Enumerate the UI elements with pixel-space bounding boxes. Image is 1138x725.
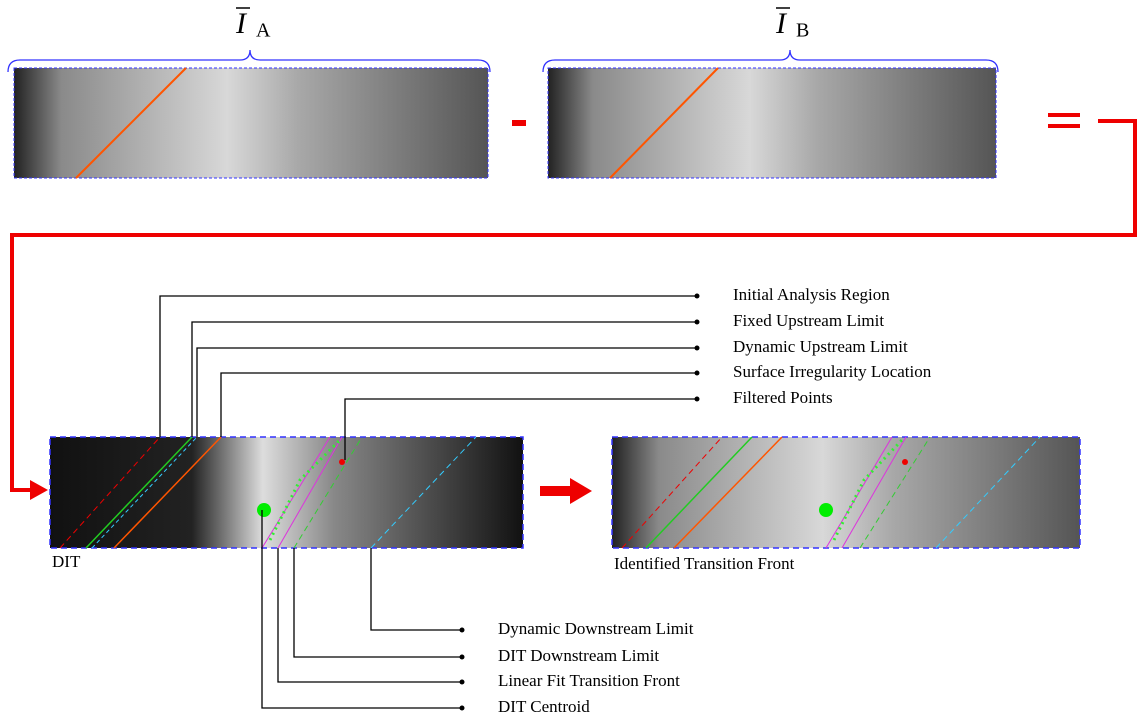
arrow (540, 478, 592, 504)
arrow (30, 480, 48, 500)
leader-dot (694, 319, 700, 325)
annotation: Initial Analysis Region (733, 285, 890, 304)
minus (512, 120, 526, 126)
dit-image (49, 436, 524, 549)
leader-line (191, 321, 697, 437)
annotation: Dynamic Upstream Limit (733, 337, 908, 356)
image-a: I A (7, 7, 491, 179)
leader-line (277, 548, 462, 683)
leader-dot (459, 627, 465, 633)
leader-line (370, 548, 462, 631)
leader-line (261, 510, 462, 709)
annotation: Dynamic Downstream Limit (498, 619, 694, 638)
annotation: DIT Centroid (498, 697, 590, 716)
symbol: I (235, 7, 248, 40)
annotation: DIT Downstream Limit (498, 646, 659, 665)
symbol: I (775, 7, 788, 40)
leader-line (220, 372, 697, 437)
caption: DIT (52, 552, 81, 571)
leader-dot (694, 396, 700, 402)
leader-line (293, 548, 462, 658)
leader-line (159, 295, 697, 437)
leader-dot (459, 705, 465, 711)
subscript: A (256, 20, 271, 42)
annotation: Surface Irregularity Location (733, 362, 932, 381)
annotation: Filtered Points (733, 388, 833, 407)
subscript: B (796, 20, 809, 42)
annotation: Linear Fit Transition Front (498, 671, 680, 690)
leader-dot (459, 679, 465, 685)
leader-dot (694, 293, 700, 299)
leader-dot (694, 370, 700, 376)
leader-dot (459, 654, 465, 660)
result-image (611, 436, 1081, 549)
image-b: I B (542, 7, 999, 179)
leader-dot (694, 345, 700, 351)
equals (1048, 113, 1080, 117)
flow-line (10, 119, 1137, 492)
equals (1048, 124, 1080, 128)
annotation: Fixed Upstream Limit (733, 311, 884, 330)
leader-line (344, 398, 697, 460)
leader-line (196, 347, 697, 437)
caption: Identified Transition Front (614, 554, 795, 573)
